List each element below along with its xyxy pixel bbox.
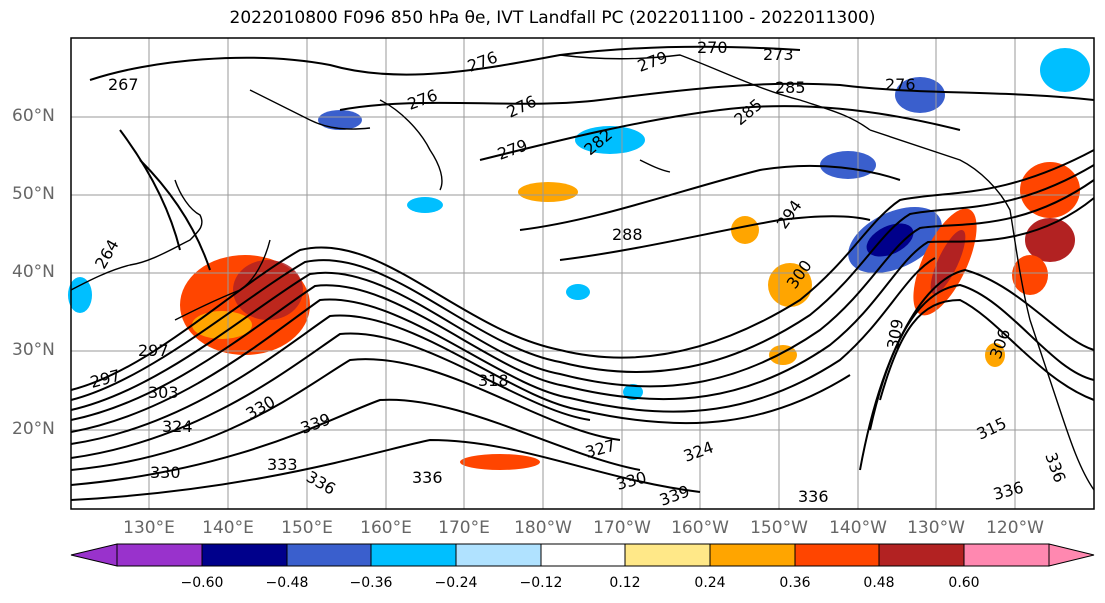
lon-label: 180°W <box>514 518 572 538</box>
lat-label: 50°N <box>12 184 55 204</box>
contour-label: 330 <box>243 392 279 424</box>
colorbar-tick: 0.60 <box>948 575 980 591</box>
contour-label: 285 <box>730 95 766 129</box>
lon-label: 170°W <box>593 518 651 538</box>
lon-label: 120°W <box>986 518 1044 538</box>
lon-label: 150°W <box>750 518 808 538</box>
map-frame <box>70 37 1095 510</box>
anomaly-fills <box>68 48 1090 470</box>
contour-label: 336 <box>1041 450 1069 485</box>
contour-label: 273 <box>763 45 794 64</box>
lon-label: 160°E <box>360 518 412 538</box>
coastlines <box>70 54 1095 491</box>
contour-label: 333 <box>267 455 298 474</box>
lon-label: 160°W <box>671 518 729 538</box>
theta-e-contours <box>70 45 1095 501</box>
lat-label: 40°N <box>12 262 55 282</box>
contour-label: 330 <box>614 468 648 494</box>
contour-label: 303 <box>148 383 179 402</box>
contour-label: 336 <box>412 468 443 487</box>
contour-label: 276 <box>885 75 916 94</box>
lon-label: 130°E <box>123 518 175 538</box>
colorbar-lower-triangle <box>70 543 118 567</box>
lat-label: 30°N <box>12 340 55 360</box>
colorbar-tick: −0.36 <box>349 575 393 591</box>
contour-label: 297 <box>88 366 122 392</box>
graticule <box>71 38 1094 509</box>
contour-label: 294 <box>773 196 806 232</box>
colorbar-tick: −0.12 <box>519 575 563 591</box>
contour-label: 306 <box>986 326 1014 361</box>
contour-label: 339 <box>298 409 333 437</box>
contour-label: 318 <box>478 371 509 390</box>
colorbar <box>70 543 1095 567</box>
lon-label: 140°E <box>202 518 254 538</box>
lon-label: 170°E <box>438 518 490 538</box>
lat-label: 60°N <box>12 106 55 126</box>
contour-label: 288 <box>612 225 643 244</box>
contour-label: 297 <box>138 341 169 360</box>
colorbar-tick: −0.48 <box>265 575 309 591</box>
contour-label: 330 <box>150 463 181 482</box>
contour-label: 327 <box>583 436 617 462</box>
colorbar-tick: −0.24 <box>434 575 478 591</box>
contour-label: 324 <box>162 417 193 436</box>
colorbar-tick: 0.24 <box>694 575 726 591</box>
contour-label: 336 <box>991 478 1025 504</box>
lon-label: 140°W <box>829 518 887 538</box>
contour-label: 315 <box>974 413 1010 443</box>
lat-label: 20°N <box>12 419 55 439</box>
contour-label: 276 <box>405 85 440 113</box>
contour-label: 285 <box>775 78 806 97</box>
lon-label: 130°W <box>907 518 965 538</box>
contour-label: 336 <box>798 487 829 506</box>
map-title: 2022010800 F096 850 hPa θe, IVT Landfall… <box>229 8 876 28</box>
contour-label: 270 <box>697 38 728 57</box>
colorbar-tick: 0.12 <box>609 575 641 591</box>
contour-label: 279 <box>495 135 530 163</box>
contour-label: 267 <box>108 75 139 94</box>
contour-label: 279 <box>635 47 670 75</box>
lon-label: 150°E <box>281 518 333 538</box>
contour-label: 324 <box>681 437 716 465</box>
colorbar-tick: −0.60 <box>180 575 224 591</box>
colorbar-tick: 0.48 <box>863 575 895 591</box>
colorbar-upper-triangle <box>1048 543 1095 567</box>
contour-label: 309 <box>883 317 907 350</box>
colorbar-tick: 0.36 <box>779 575 811 591</box>
contour-label: 264 <box>91 236 123 272</box>
contour-label: 336 <box>303 467 339 499</box>
contour-label: 276 <box>465 47 500 75</box>
